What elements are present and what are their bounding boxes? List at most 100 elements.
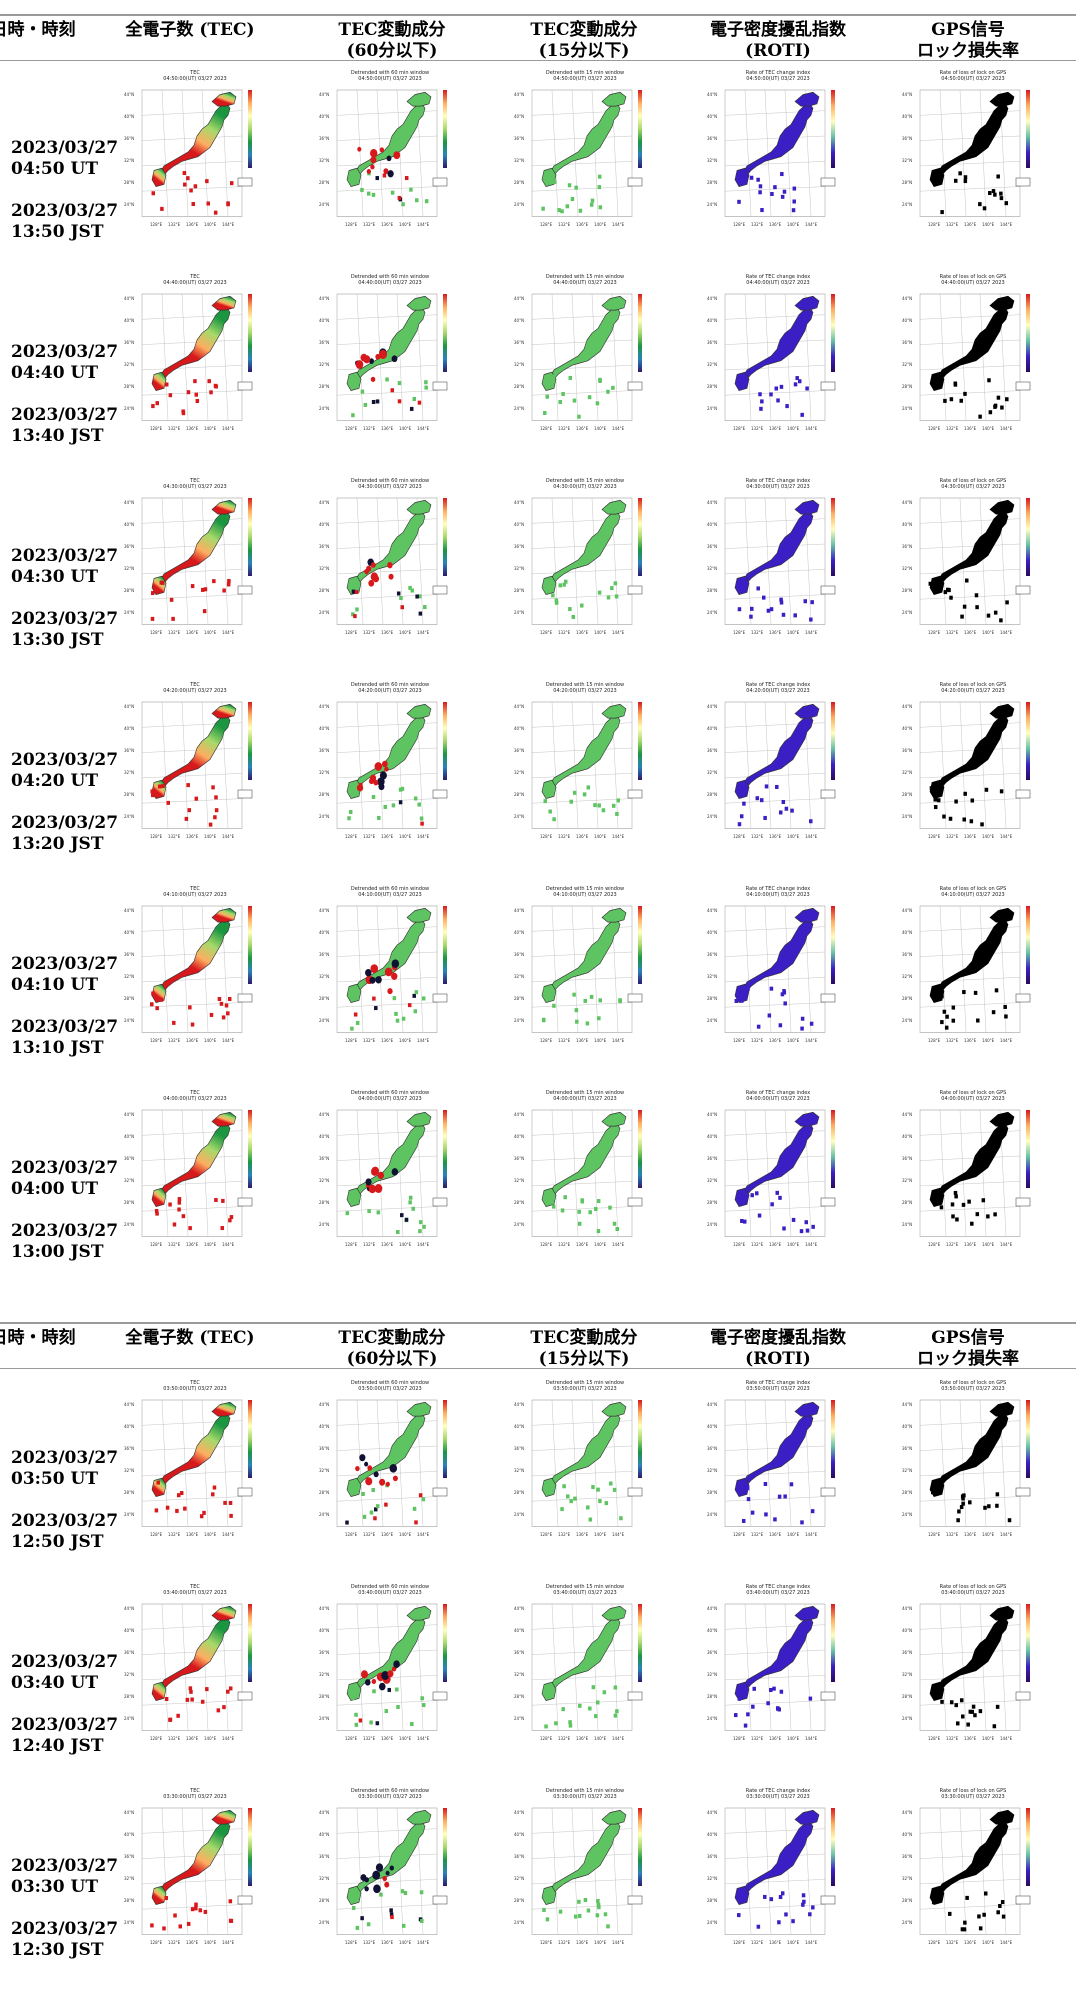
- panel-title: TEC 03:40:00(UT) 03/27 2023: [120, 1584, 270, 1596]
- lon-tick-label: 132°E: [363, 1242, 376, 1247]
- lat-tick-label: 40°N: [902, 114, 912, 119]
- lat-tick-label: 32°N: [514, 1468, 524, 1473]
- lon-tick-label: 140°E: [399, 1940, 412, 1945]
- lon-tick-label: 128°E: [733, 222, 746, 227]
- header-tec: 全電子数 (TEC): [125, 20, 255, 40]
- lon-tick-label: 128°E: [150, 1736, 163, 1741]
- lat-tick-label: 32°N: [514, 770, 524, 775]
- lon-tick-label: 136°E: [186, 426, 199, 431]
- panel-timestamp: 03:50:00(UT) 03/27 2023: [358, 1386, 422, 1392]
- lat-tick-label: 24°N: [514, 202, 524, 207]
- lon-tick-label: 132°E: [168, 1736, 181, 1741]
- time-row: 2023/03/27 04:50 UT 2023/03/27 13:50 JST 4…: [0, 68, 1076, 272]
- lon-tick-label: 136°E: [576, 222, 589, 227]
- lat-tick-label: 24°N: [124, 1512, 134, 1517]
- lon-tick-label: 128°E: [150, 630, 163, 635]
- tec-map: 44°N 40°N 36°N 32°N 28°N 24°N 128°E 132°E 136°E 1…: [124, 1807, 253, 1945]
- lat-tick-label: 28°N: [514, 1694, 524, 1699]
- lon-tick-label: 128°E: [540, 426, 553, 431]
- lat-tick-label: 32°N: [124, 1876, 134, 1881]
- panel-timestamp: 03:50:00(UT) 03/27 2023: [163, 1386, 227, 1392]
- header-dtec15-line: TEC変動成分: [530, 1328, 638, 1348]
- jst-time: 2023/03/27 13:30 JST: [11, 609, 119, 650]
- roti-map: 44°N 40°N 36°N 32°N 28°N 24°N 128°E 132°E 136°E 1…: [707, 1109, 836, 1247]
- lat-tick-label: 44°N: [707, 704, 717, 709]
- lon-tick-label: 132°E: [168, 834, 181, 839]
- panel-timestamp: 04:20:00(UT) 03/27 2023: [553, 688, 617, 694]
- lon-tick-label: 128°E: [928, 222, 941, 227]
- lon-tick-label: 136°E: [576, 1038, 589, 1043]
- time-row: 2023/03/27 04:40 UT 2023/03/27 13:40 JST 4…: [0, 272, 1076, 476]
- panel-title: Rate of loss of lock on GPS 04:10:00(UT) …: [898, 886, 1048, 898]
- lon-tick-label: 140°E: [204, 1532, 217, 1537]
- panel-title: Rate of loss of lock on GPS 03:50:00(UT) …: [898, 1380, 1048, 1392]
- lat-tick-label: 44°N: [707, 1402, 717, 1407]
- panel-timestamp: 04:10:00(UT) 03/27 2023: [163, 892, 227, 898]
- lat-tick-label: 36°N: [319, 1446, 329, 1451]
- panel-timestamp: 04:50:00(UT) 03/27 2023: [746, 76, 810, 82]
- utc-time: 2023/03/27 04:10 UT: [11, 954, 119, 995]
- lat-tick-label: 24°N: [319, 1018, 329, 1023]
- lat-tick-label: 36°N: [514, 1854, 524, 1859]
- lon-tick-label: 144°E: [222, 1532, 235, 1537]
- lat-tick-label: 36°N: [707, 1650, 717, 1655]
- lat-tick-label: 44°N: [902, 908, 912, 913]
- panel-timestamp: 04:50:00(UT) 03/27 2023: [941, 76, 1005, 82]
- lat-tick-label: 40°N: [124, 930, 134, 935]
- lat-tick-label: 32°N: [319, 770, 329, 775]
- lat-tick-label: 40°N: [707, 114, 717, 119]
- lon-tick-label: 136°E: [769, 834, 782, 839]
- lon-tick-label: 136°E: [381, 834, 394, 839]
- lat-tick-label: 36°N: [124, 340, 134, 345]
- lon-tick-label: 144°E: [417, 834, 430, 839]
- map-panel-roti: 44°N 40°N 36°N 32°N 28°N 24°N 128°E 132°E 136°E 1…: [703, 1786, 853, 1986]
- lon-tick-label: 140°E: [787, 1940, 800, 1945]
- map-panel-tec: 44°N 40°N 36°N 32°N 28°N 24°N 128°E 132°E 136°E 1…: [120, 1088, 270, 1288]
- lon-tick-label: 140°E: [204, 222, 217, 227]
- header-roti-line: (ROTI): [745, 1349, 811, 1369]
- lon-tick-label: 144°E: [805, 630, 818, 635]
- lon-tick-label: 140°E: [399, 834, 412, 839]
- lat-tick-label: 44°N: [902, 1606, 912, 1611]
- panel-title: Rate of loss of lock on GPS 03:30:00(UT) …: [898, 1788, 1048, 1800]
- lat-tick-label: 32°N: [319, 566, 329, 571]
- lon-tick-label: 136°E: [576, 630, 589, 635]
- lon-tick-label: 132°E: [363, 426, 376, 431]
- lat-tick-label: 28°N: [902, 792, 912, 797]
- map-panel-lol: 44°N 40°N 36°N 32°N 28°N 24°N 128°E 132°E 136°E 1…: [898, 476, 1048, 676]
- map-panel-lol: 44°N 40°N 36°N 32°N 28°N 24°N 128°E 132°E 136°E 1…: [898, 1786, 1048, 1986]
- lat-tick-label: 44°N: [707, 92, 717, 97]
- lon-tick-label: 140°E: [787, 1736, 800, 1741]
- lat-tick-label: 44°N: [707, 500, 717, 505]
- dtec60-map: 44°N 40°N 36°N 32°N 28°N 24°N 128°E 132°E 136°E 1…: [319, 1603, 448, 1741]
- lat-tick-label: 24°N: [707, 1920, 717, 1925]
- lat-tick-label: 28°N: [514, 996, 524, 1001]
- lol-map: 44°N 40°N 36°N 32°N 28°N 24°N 128°E 132°E 136°E 1…: [902, 293, 1031, 431]
- lat-tick-label: 36°N: [902, 1650, 912, 1655]
- lat-tick-label: 28°N: [319, 792, 329, 797]
- lon-tick-label: 132°E: [168, 222, 181, 227]
- lon-tick-label: 136°E: [964, 1940, 977, 1945]
- tec-map: 44°N 40°N 36°N 32°N 28°N 24°N 128°E 132°E 136°E 1…: [124, 89, 253, 227]
- dtec15-map: 44°N 40°N 36°N 32°N 28°N 24°N 128°E 132°E 136°E 1…: [514, 1109, 643, 1247]
- utc-time: 2023/03/27 04:00 UT: [11, 1158, 119, 1199]
- map-panel-roti: 44°N 40°N 36°N 32°N 28°N 24°N 128°E 132°E 136°E 1…: [703, 68, 853, 268]
- lon-tick-label: 144°E: [222, 1038, 235, 1043]
- panel-title: Detrended with 15 min window 04:10:00(UT)…: [510, 886, 660, 898]
- map-panel-lol: 44°N 40°N 36°N 32°N 28°N 24°N 128°E 132°E 136°E 1…: [898, 1582, 1048, 1782]
- lat-tick-label: 36°N: [707, 136, 717, 141]
- lat-tick-label: 32°N: [319, 974, 329, 979]
- panel-timestamp: 03:50:00(UT) 03/27 2023: [553, 1386, 617, 1392]
- roti-map: 44°N 40°N 36°N 32°N 28°N 24°N 128°E 132°E 136°E 1…: [707, 701, 836, 839]
- tec-map: 44°N 40°N 36°N 32°N 28°N 24°N 128°E 132°E 136°E 1…: [124, 497, 253, 635]
- lat-tick-label: 24°N: [707, 1716, 717, 1721]
- jst-time: 2023/03/27 12:50 JST: [11, 1511, 119, 1552]
- lon-tick-label: 140°E: [594, 834, 607, 839]
- lon-tick-label: 140°E: [787, 630, 800, 635]
- header-roti-line: 電子密度擾乱指数: [710, 1328, 846, 1348]
- lat-tick-label: 36°N: [514, 136, 524, 141]
- lon-tick-label: 136°E: [964, 426, 977, 431]
- panel-title: TEC 04:30:00(UT) 03/27 2023: [120, 478, 270, 490]
- lon-tick-label: 140°E: [787, 1532, 800, 1537]
- lat-tick-label: 36°N: [319, 136, 329, 141]
